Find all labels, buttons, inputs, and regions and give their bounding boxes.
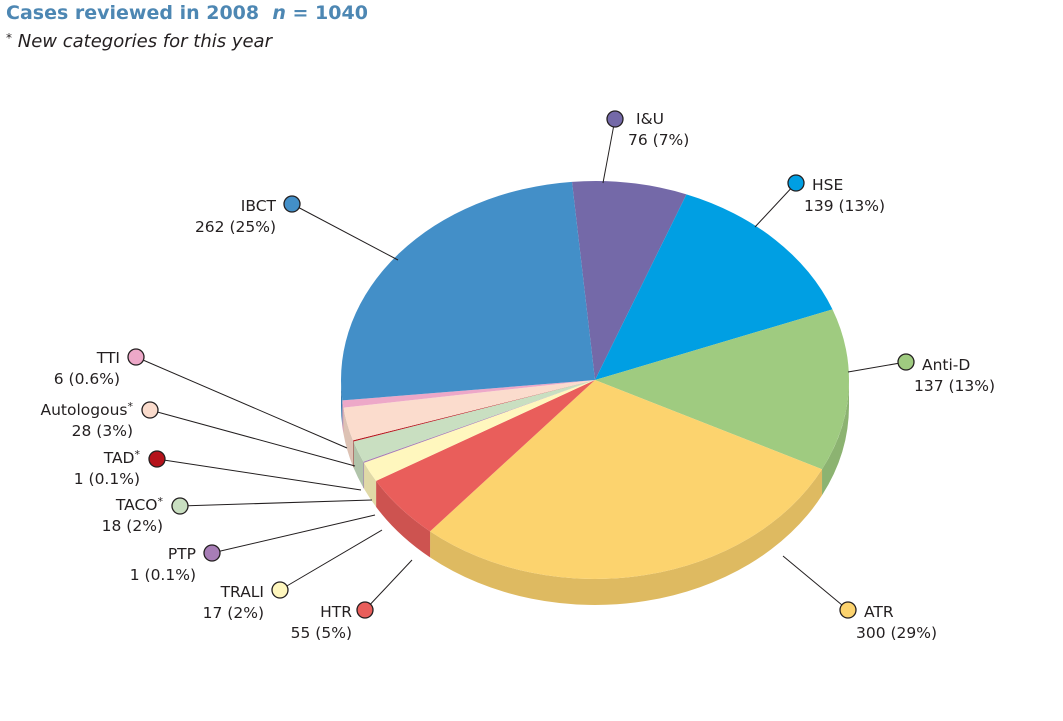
leader-line-taco <box>179 499 373 507</box>
leader-line-i-u <box>602 118 616 184</box>
pie-slice-hse <box>595 194 833 380</box>
legend-dot-i-u <box>606 110 624 128</box>
pie-side-ibct <box>341 380 343 427</box>
pie-slice-trali <box>364 380 595 481</box>
legend-dot-trali <box>271 581 289 599</box>
slice-value-htr: 55 (5%) <box>291 624 352 642</box>
pie-slice-taco <box>353 380 595 462</box>
slice-value-anti-d: 137 (13%) <box>914 377 995 395</box>
chart-title: Cases reviewed in 2008 n = 1040 <box>6 2 368 24</box>
slice-name-htr: HTR <box>320 603 352 621</box>
pie-side-taco <box>353 441 364 488</box>
slice-value-hse: 139 (13%) <box>804 197 885 215</box>
pie-slice-atr <box>430 380 823 579</box>
legend-dot-anti-d <box>897 353 915 371</box>
title-text: Cases reviewed in 2008 <box>6 2 260 24</box>
chart-subtitle: * New categories for this year <box>6 31 272 52</box>
legend-dot-htr <box>356 601 374 619</box>
pie-side-atr <box>430 469 823 605</box>
slice-name-anti-d: Anti-D <box>922 356 970 374</box>
pie-labels: I&U 76 (7%) HSE 139 (13%) Anti-D 137 (13%) ATR… <box>41 110 996 642</box>
slice-name-i-u: I&U <box>636 110 664 128</box>
slice-value-i-u: 76 (7%) <box>628 131 689 149</box>
pie-slices <box>341 181 850 579</box>
leader-line-hse <box>754 182 797 228</box>
slice-name-hse: HSE <box>812 176 843 194</box>
slice-value-taco: 18 (2%) <box>102 517 163 535</box>
pie-side-autologous <box>343 407 353 467</box>
subtitle-text: New categories for this year <box>17 31 272 52</box>
pie-slice-tti <box>342 380 595 408</box>
legend-dot-hse <box>787 174 805 192</box>
slice-value-autologous: 28 (3%) <box>72 422 133 440</box>
pie-slice-i-u <box>571 181 687 380</box>
legend-dot-ptp <box>203 544 221 562</box>
title-n-label: n <box>272 2 286 24</box>
slice-name-atr: ATR <box>864 603 894 621</box>
legend-dot-ibct <box>283 195 301 213</box>
legend-dot-taco <box>171 497 189 515</box>
title-n-value: = 1040 <box>292 2 368 24</box>
legend-dot-tti <box>127 348 145 366</box>
slice-value-trali: 17 (2%) <box>203 604 264 622</box>
leader-line-trali <box>279 529 383 591</box>
pie-slice-ptp <box>363 380 595 463</box>
slice-value-tti: 6 (0.6%) <box>54 370 120 388</box>
pie-slice-anti-d <box>595 309 850 470</box>
slice-name-trali: TRALI <box>220 583 264 601</box>
pie-slice-ibct <box>341 181 595 401</box>
pie-side-walls <box>341 380 849 605</box>
pie-side-tti <box>342 400 344 434</box>
slice-name-tti: TTI <box>96 349 120 367</box>
slice-value-ptp: 1 (0.1%) <box>130 566 196 584</box>
legend-dot-tad <box>148 450 166 468</box>
slice-name-tad: TAD* <box>103 448 141 467</box>
slice-name-ptp: PTP <box>168 545 196 563</box>
slice-name-autologous: Autologous* <box>41 400 134 419</box>
slice-name-ibct: IBCT <box>241 197 277 215</box>
slice-value-atr: 300 (29%) <box>856 624 937 642</box>
pie-side-ptp <box>363 461 365 489</box>
pie-slice-tad <box>352 380 595 442</box>
legend-dot-atr <box>839 601 857 619</box>
subtitle-marker: * <box>6 31 12 45</box>
slice-value-ibct: 262 (25%) <box>195 218 276 236</box>
leader-line-atr <box>782 555 849 611</box>
pie-side-trali <box>364 462 377 507</box>
slice-name-taco: TACO* <box>115 495 164 514</box>
leader-line-ptp <box>211 514 376 554</box>
leader-line-tti <box>135 356 348 449</box>
leader-line-htr <box>364 559 413 611</box>
leader-line-autologous <box>149 409 356 467</box>
leader-line-ibct <box>291 203 399 261</box>
pie-side-anti-d <box>822 380 849 496</box>
pie-side-htr <box>376 480 431 558</box>
legend-dot-autologous <box>141 401 159 419</box>
leader-line-anti-d <box>847 361 907 373</box>
pie-slice-autologous <box>343 380 595 441</box>
pie-slice-htr <box>376 380 595 532</box>
slice-value-tad: 1 (0.1%) <box>74 470 140 488</box>
leader-line-tad <box>156 458 362 491</box>
